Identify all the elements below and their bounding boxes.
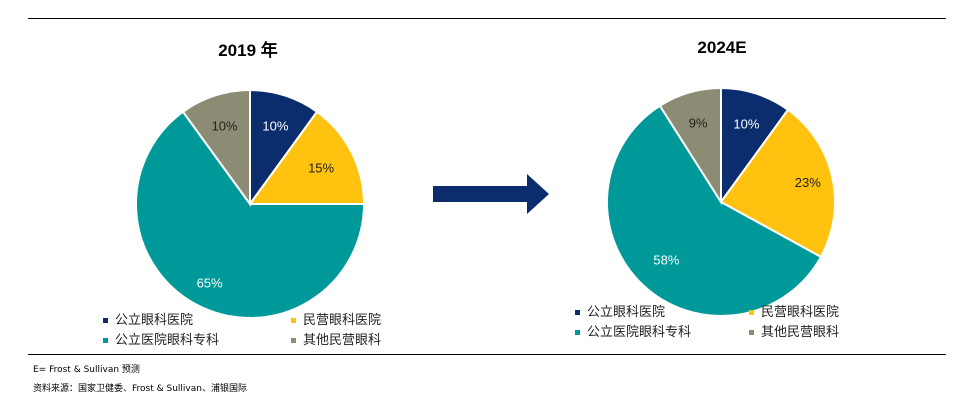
slice-data-label: 9% (689, 116, 708, 131)
legend-label: 公立眼科医院 (587, 305, 665, 320)
legend-label: 公立医院眼科专科 (587, 325, 691, 340)
pie-slice-other-private (181, 88, 251, 208)
legend-item-private-hospital: 民营眼科医院 (749, 305, 839, 320)
legend-item-other-private: 其他民营眼科 (291, 333, 381, 348)
pie-slice-public-specialty (605, 104, 823, 317)
pie-slice-public-hospital (249, 88, 319, 208)
pie-slice-other-private (658, 86, 722, 206)
legend-label: 其他民营眼科 (761, 325, 839, 340)
legend-item-private-hospital: 民营眼科医院 (291, 313, 381, 328)
legend-swatch (291, 338, 296, 343)
slice-data-label: 10% (733, 116, 759, 131)
pie-slice-public-hospital (720, 86, 790, 206)
legend-label: 公立医院眼科专科 (115, 333, 219, 348)
chart-title: 2024E (697, 38, 746, 57)
slice-data-label: 10% (262, 118, 288, 133)
slice-data-label: 15% (308, 160, 334, 175)
pie-chart-2019: 10% 15% 65% 10% (135, 88, 366, 319)
legend-item-public-hospital: 公立眼科医院 (103, 313, 193, 328)
legend-swatch (103, 338, 108, 343)
source-note: 资料来源：国家卫健委、Frost & Sullivan、浦银国际 (33, 384, 247, 394)
slice-data-label: 23% (795, 175, 821, 190)
legend-item-public-specialty: 公立医院眼科专科 (575, 325, 691, 340)
chart-title: 2019 年 (218, 40, 278, 60)
legend-item-other-private: 其他民营眼科 (749, 325, 839, 340)
slice-data-label: 65% (197, 276, 223, 291)
legend-label: 民营眼科医院 (303, 313, 381, 328)
legend-label: 民营眼科医院 (761, 305, 839, 320)
pie-slice-private-hospital (719, 108, 836, 259)
pie-chart-2024e: 10% 23% 58% 9% (605, 86, 836, 317)
legend-item-public-hospital: 公立眼科医院 (575, 305, 665, 320)
legend-swatch (103, 318, 108, 323)
pie-slice-public-specialty (135, 110, 366, 319)
slice-data-label: 58% (653, 253, 679, 268)
legend-label: 公立眼科医院 (115, 313, 193, 328)
legend-label: 其他民营眼科 (303, 333, 381, 348)
pie-slice-private-hospital (248, 110, 366, 205)
legend-swatch (749, 310, 754, 315)
legend-swatch (575, 330, 580, 335)
bottom-rule (28, 354, 946, 355)
forecast-note: E= Frost & Sullivan 预测 (33, 365, 140, 375)
slice-data-label: 10% (212, 118, 238, 133)
legend-swatch (291, 318, 296, 323)
legend-swatch (749, 330, 754, 335)
legend-item-public-specialty: 公立医院眼科专科 (103, 333, 219, 348)
top-rule (28, 18, 946, 19)
legend-swatch (575, 310, 580, 315)
right-arrow-icon (433, 174, 549, 214)
